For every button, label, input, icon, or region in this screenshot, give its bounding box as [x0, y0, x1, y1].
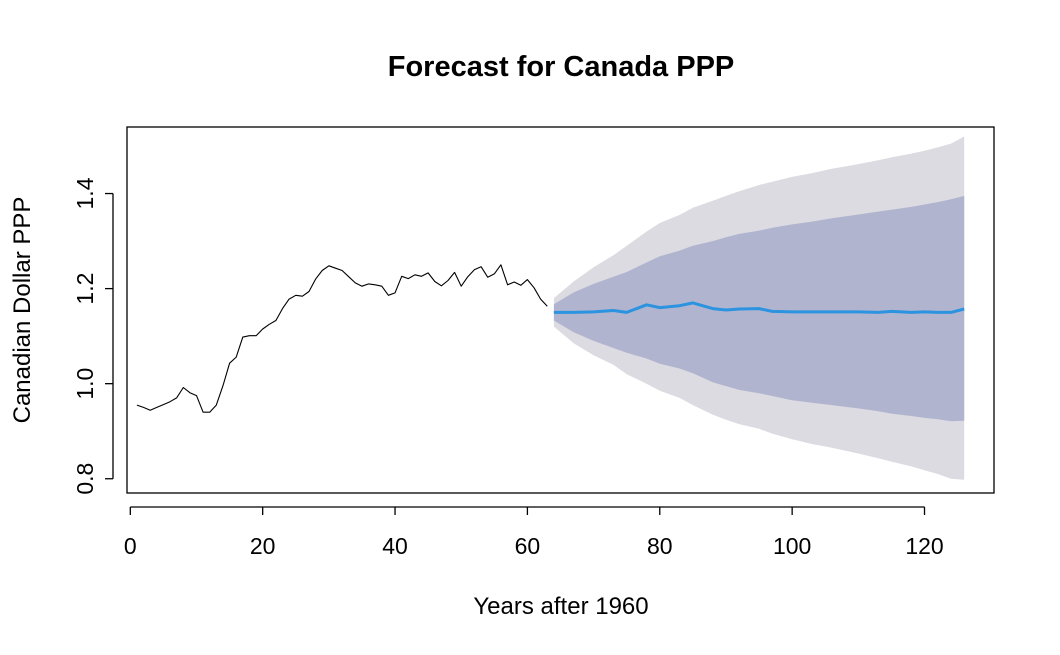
y-tick-label: 0.8 [72, 463, 98, 495]
y-tick-label: 1.4 [72, 177, 98, 209]
x-tick-label: 80 [647, 533, 673, 559]
x-tick-label: 100 [773, 533, 811, 559]
series-lines [136, 264, 965, 413]
plot-frame [126, 126, 995, 494]
x-tick-label: 0 [124, 533, 137, 559]
y-axis-label: Canadian Dollar PPP [9, 197, 36, 424]
x-axis-label: Years after 1960 [473, 593, 648, 620]
x-tick-label: 120 [905, 533, 943, 559]
y-tick-label: 1.2 [72, 273, 98, 305]
y-axis: 0.8 1.0 1.2 1.4 [72, 177, 114, 495]
x-axis: 0 20 40 60 80 100 120 [124, 506, 944, 559]
y-tick-label: 1.0 [72, 368, 98, 400]
chart-title: Forecast for Canada PPP [388, 51, 735, 83]
forecast-line [553, 301, 965, 314]
x-tick-label: 40 [382, 533, 408, 559]
history-line [136, 264, 548, 413]
x-tick-label: 20 [250, 533, 276, 559]
x-tick-label: 60 [515, 533, 541, 559]
